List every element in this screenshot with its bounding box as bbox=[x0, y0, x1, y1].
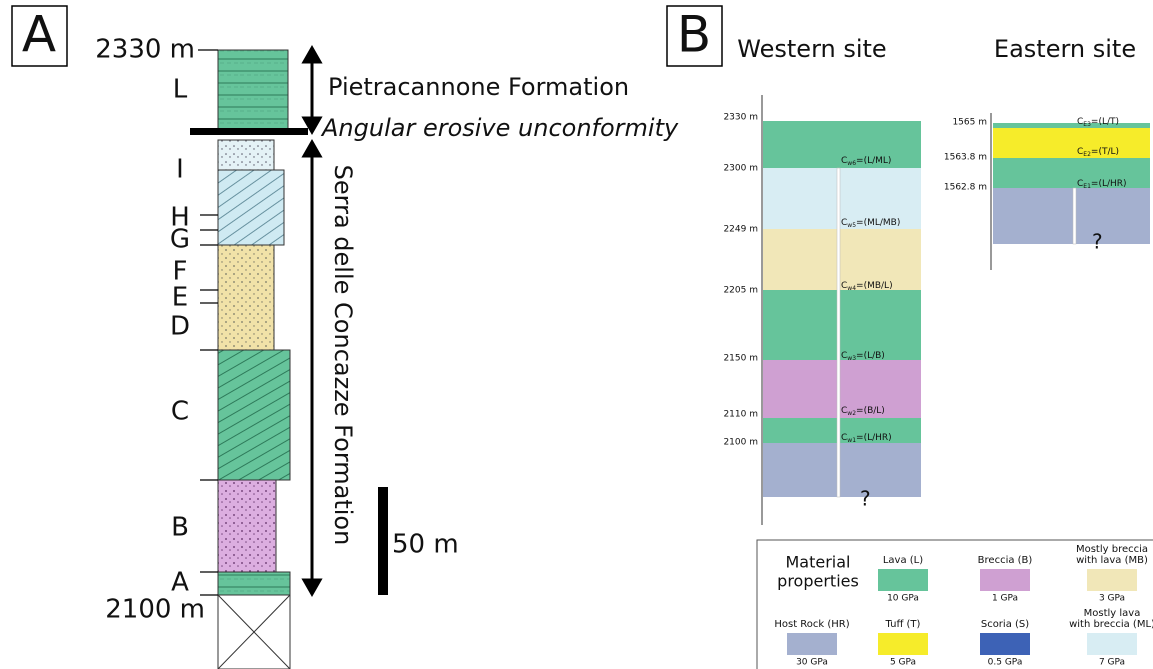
elevation-label: 2249 m bbox=[723, 225, 758, 235]
unit-label: I bbox=[176, 155, 184, 185]
unconformity-bar bbox=[190, 128, 308, 135]
bottom-elevation: 2100 m bbox=[105, 595, 205, 625]
site-title: Western site bbox=[737, 35, 886, 63]
unit-l bbox=[218, 50, 288, 130]
contact-materials: =(T/L) bbox=[1091, 147, 1119, 157]
contact-materials: =(L/T) bbox=[1091, 117, 1119, 127]
legend-swatch bbox=[980, 633, 1030, 655]
contact-materials: =(B/L) bbox=[856, 406, 885, 416]
unit-label: B bbox=[171, 513, 189, 543]
layer bbox=[993, 188, 1150, 244]
layer bbox=[993, 128, 1150, 158]
scale-bar bbox=[378, 487, 388, 595]
legend-name: Mostly breccia bbox=[1076, 544, 1148, 555]
legend-name: Scoria (S) bbox=[981, 619, 1029, 630]
upper-formation: Pietracannone Formation bbox=[328, 73, 629, 101]
contact-subscript: w1 bbox=[847, 437, 856, 444]
panel-b-label: B bbox=[677, 6, 711, 64]
unit-label: A bbox=[171, 568, 189, 598]
unknown-mark: ? bbox=[1092, 230, 1103, 254]
elevation-label: 2330 m bbox=[723, 113, 758, 123]
unit-b bbox=[218, 480, 276, 572]
top-elevation: 2330 m bbox=[95, 35, 195, 65]
elevation-label: 1562.8 m bbox=[944, 183, 987, 193]
legend-modulus: 3 GPa bbox=[1099, 594, 1125, 604]
lower-formation: Serra delle Concazze Formation bbox=[329, 165, 357, 546]
unit-label: C bbox=[171, 397, 189, 427]
legend-modulus: 1 GPa bbox=[992, 594, 1018, 604]
unit-label: E bbox=[172, 283, 188, 313]
contact-subscript: w4 bbox=[847, 285, 856, 292]
contact-subscript: w6 bbox=[847, 160, 856, 167]
contact-label: CE3=(L/T) bbox=[1077, 117, 1119, 128]
legend-title: Material bbox=[786, 553, 851, 572]
unit-label: G bbox=[170, 225, 190, 255]
unit-c bbox=[218, 350, 290, 480]
elevation-label: 2300 m bbox=[723, 164, 758, 174]
western-column: 2330 m 2300 m 2249 m 2205 m 2150 m 2110 m 2100… bbox=[723, 95, 921, 525]
contact-subscript: E1 bbox=[1083, 183, 1091, 190]
unconformity-label: Angular erosive unconformity bbox=[320, 114, 679, 142]
contact-subscript: w3 bbox=[847, 355, 856, 362]
unit-label: L bbox=[173, 75, 188, 105]
legend-name: with lava (MB) bbox=[1076, 555, 1148, 566]
legend-swatch bbox=[1087, 569, 1137, 591]
unit-i-h bbox=[218, 170, 284, 245]
site-title: Eastern site bbox=[994, 35, 1136, 63]
contact-subscript: E2 bbox=[1083, 151, 1091, 158]
contact-materials: =(L/HR) bbox=[1091, 179, 1127, 189]
elevation-label: 1563.8 m bbox=[944, 153, 987, 163]
elevation-label: 2110 m bbox=[723, 410, 758, 420]
legend-swatch bbox=[980, 569, 1030, 591]
unit-label: D bbox=[170, 312, 190, 342]
contact-materials: =(ML/MB) bbox=[856, 218, 900, 228]
panel-a-label: A bbox=[22, 6, 56, 64]
contact-materials: =(L/HR) bbox=[856, 433, 892, 443]
unit-a bbox=[218, 572, 290, 595]
contact-materials: =(MB/L) bbox=[856, 281, 893, 291]
scale-bar-label: 50 m bbox=[392, 530, 459, 560]
contact-subscript: E3 bbox=[1083, 121, 1091, 128]
layer bbox=[993, 123, 1150, 128]
legend-swatch bbox=[878, 569, 928, 591]
legend-name: with breccia (ML) bbox=[1069, 619, 1153, 630]
elevation-label: 2205 m bbox=[723, 286, 758, 296]
legend-swatch bbox=[1087, 633, 1137, 655]
unknown-mark: ? bbox=[860, 487, 871, 511]
legend-modulus: 5 GPa bbox=[890, 658, 916, 668]
legend-name: Breccia (B) bbox=[978, 555, 1033, 566]
dike bbox=[1073, 188, 1076, 244]
elevation-label: 1565 m bbox=[952, 118, 987, 128]
contact-materials: =(L/ML) bbox=[856, 156, 891, 166]
legend-name: Mostly lava bbox=[1084, 608, 1141, 619]
unit-i-top bbox=[218, 140, 274, 170]
stratigraphic-column bbox=[218, 50, 290, 669]
legend-swatch bbox=[787, 633, 837, 655]
dike bbox=[837, 168, 840, 497]
unit-f-d bbox=[218, 245, 274, 350]
legend-swatch bbox=[878, 633, 928, 655]
figure: A 2330 m 2100 m LIHGFEDCBA Pietracannone… bbox=[0, 0, 1153, 669]
contact-materials: =(L/B) bbox=[856, 351, 885, 361]
legend-name: Host Rock (HR) bbox=[774, 619, 849, 630]
legend-name: Tuff (T) bbox=[885, 619, 921, 630]
legend-modulus: 30 GPa bbox=[796, 658, 828, 668]
layer bbox=[763, 290, 921, 360]
legend-modulus: 0.5 GPa bbox=[988, 658, 1023, 668]
elevation-label: 2100 m bbox=[723, 438, 758, 448]
legend-name: Lava (L) bbox=[883, 555, 923, 566]
legend-modulus: 7 GPa bbox=[1099, 658, 1125, 668]
legend-title: properties bbox=[777, 572, 859, 591]
layer bbox=[763, 443, 921, 497]
contact-subscript: w5 bbox=[847, 222, 856, 229]
elevation-label: 2150 m bbox=[723, 354, 758, 364]
legend-modulus: 10 GPa bbox=[887, 594, 919, 604]
contact-subscript: w2 bbox=[847, 410, 856, 417]
